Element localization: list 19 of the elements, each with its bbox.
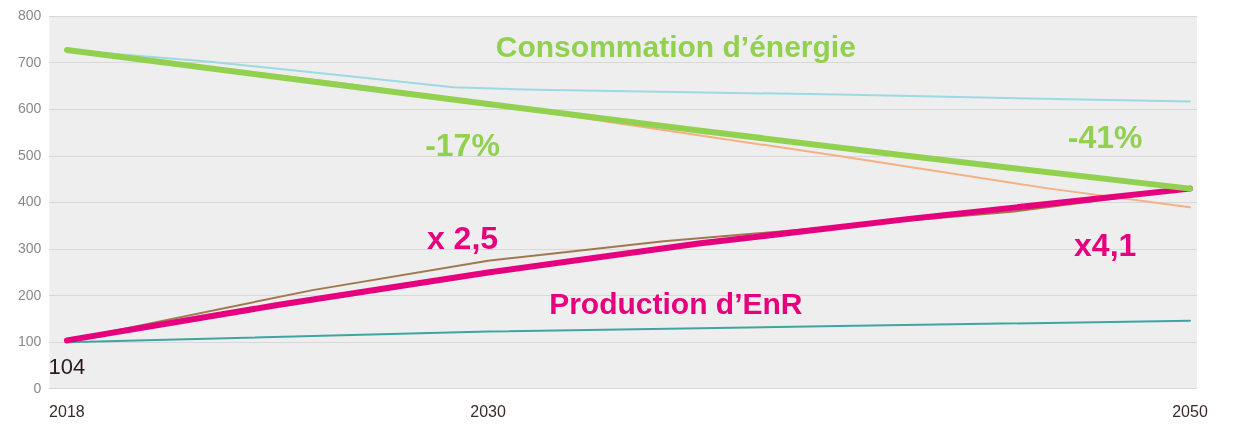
y-tick-label: 800 <box>18 7 42 24</box>
y-tick-label: 300 <box>18 240 42 257</box>
annotation: -41% <box>1067 119 1143 156</box>
x-tick-label: 2030 <box>470 402 506 420</box>
y-tick-label: 100 <box>18 333 42 350</box>
y-tick-label: 200 <box>18 286 42 303</box>
annotation: -17% <box>425 126 500 163</box>
x-tick-label: 2050 <box>1172 402 1208 420</box>
y-tick-label: 0 <box>33 379 42 396</box>
series-label: Production d’EnR <box>549 286 803 320</box>
annotation: x4,1 <box>1074 227 1137 264</box>
annotation: x 2,5 <box>426 219 499 256</box>
y-tick-label: 500 <box>18 146 42 163</box>
annotation: 104 <box>48 354 86 380</box>
y-tick-label: 600 <box>18 100 42 117</box>
series-label: Consommation d’énergie <box>495 29 856 63</box>
y-tick-label: 700 <box>18 53 42 70</box>
x-tick-label: 2018 <box>49 402 85 420</box>
y-tick-label: 400 <box>18 193 42 210</box>
